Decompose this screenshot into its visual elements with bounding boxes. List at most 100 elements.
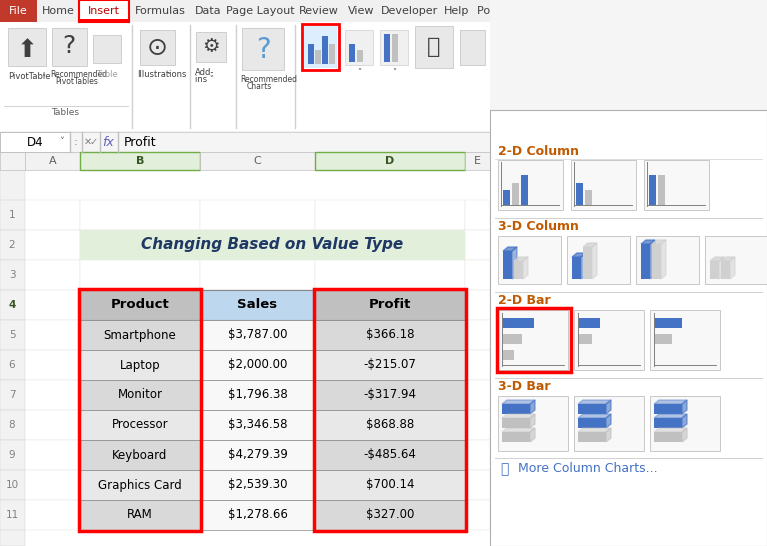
Bar: [574, 396, 644, 451]
Text: 5: 5: [8, 330, 15, 340]
Bar: [514, 261, 523, 279]
Bar: [465, 470, 490, 500]
Bar: [80, 200, 200, 230]
Text: ˅: ˅: [357, 68, 361, 77]
Bar: [200, 230, 315, 260]
Bar: [200, 470, 315, 500]
Text: $2,539.30: $2,539.30: [228, 478, 288, 491]
Bar: [79, 19, 129, 22]
Bar: [80, 380, 200, 410]
Text: 10: 10: [5, 480, 18, 490]
Text: D4: D4: [27, 135, 43, 149]
Polygon shape: [606, 400, 611, 414]
Bar: [200, 500, 315, 530]
Text: Help: Help: [444, 6, 469, 16]
Bar: [304, 26, 337, 68]
Bar: [465, 350, 490, 380]
Polygon shape: [606, 428, 611, 442]
Bar: [80, 410, 200, 440]
Text: 8: 8: [8, 420, 15, 430]
Bar: [200, 320, 315, 350]
Bar: [574, 310, 644, 370]
Bar: [502, 318, 534, 328]
Text: Charts: Charts: [247, 82, 272, 91]
Bar: [242, 28, 284, 70]
Bar: [349, 44, 355, 62]
Bar: [315, 500, 465, 530]
Bar: [0, 380, 25, 410]
Bar: [578, 334, 592, 344]
Text: D: D: [385, 156, 395, 166]
Polygon shape: [592, 243, 597, 279]
Bar: [710, 261, 719, 279]
Text: View: View: [348, 6, 375, 16]
Bar: [0, 440, 25, 470]
Polygon shape: [530, 400, 535, 414]
Text: 📊: 📊: [500, 462, 509, 476]
Text: 3: 3: [8, 270, 15, 280]
Text: $327.00: $327.00: [366, 508, 414, 521]
Bar: [654, 334, 672, 344]
Bar: [200, 350, 315, 380]
Text: $4,279.39: $4,279.39: [228, 448, 288, 461]
Text: 11: 11: [5, 510, 18, 520]
Text: Review: Review: [299, 6, 339, 16]
Text: Smartphone: Smartphone: [104, 329, 176, 341]
Bar: [652, 244, 661, 279]
Bar: [80, 470, 200, 500]
Bar: [308, 44, 314, 64]
Bar: [200, 410, 315, 440]
Bar: [384, 34, 390, 62]
Text: ˅: ˅: [392, 68, 396, 77]
Text: $3,346.58: $3,346.58: [228, 418, 288, 431]
Text: Home: Home: [41, 6, 74, 16]
Bar: [0, 132, 70, 152]
Text: E: E: [474, 156, 481, 166]
Bar: [200, 380, 315, 410]
Bar: [200, 470, 315, 500]
Polygon shape: [710, 257, 724, 261]
Text: Formulas: Formulas: [134, 6, 186, 16]
Polygon shape: [502, 400, 535, 404]
Text: 2-D Bar: 2-D Bar: [498, 294, 551, 307]
Polygon shape: [654, 428, 687, 432]
Bar: [502, 334, 522, 344]
Text: Developer: Developer: [380, 6, 438, 16]
Text: ˅: ˅: [166, 72, 170, 81]
Bar: [80, 440, 200, 470]
Bar: [80, 380, 200, 410]
Polygon shape: [650, 240, 655, 279]
Bar: [315, 410, 465, 440]
Bar: [465, 410, 490, 440]
Polygon shape: [682, 414, 687, 428]
Bar: [380, 30, 408, 65]
Text: exceldemy: exceldemy: [233, 485, 287, 495]
Bar: [315, 350, 465, 380]
Bar: [8, 28, 46, 66]
Bar: [315, 380, 465, 410]
Text: ˅: ˅: [60, 137, 64, 147]
Text: $3,787.00: $3,787.00: [228, 329, 288, 341]
Bar: [315, 290, 465, 320]
Bar: [567, 236, 630, 284]
Text: ⚙: ⚙: [202, 38, 220, 56]
Text: Changing Based on Value Type: Changing Based on Value Type: [141, 238, 403, 252]
Bar: [497, 308, 571, 372]
Bar: [576, 183, 583, 205]
Bar: [80, 500, 200, 530]
Text: Profit: Profit: [369, 299, 411, 312]
Polygon shape: [641, 240, 655, 244]
Polygon shape: [502, 414, 535, 418]
Text: Product: Product: [110, 299, 170, 312]
Bar: [200, 320, 315, 350]
Polygon shape: [578, 428, 611, 432]
Text: :: :: [74, 137, 77, 147]
Bar: [0, 22, 490, 132]
Bar: [25, 470, 80, 500]
Bar: [314, 289, 466, 531]
Bar: [25, 380, 80, 410]
Bar: [465, 152, 490, 170]
Bar: [649, 175, 656, 205]
Text: $2,000.00: $2,000.00: [228, 359, 287, 371]
Bar: [315, 440, 465, 470]
